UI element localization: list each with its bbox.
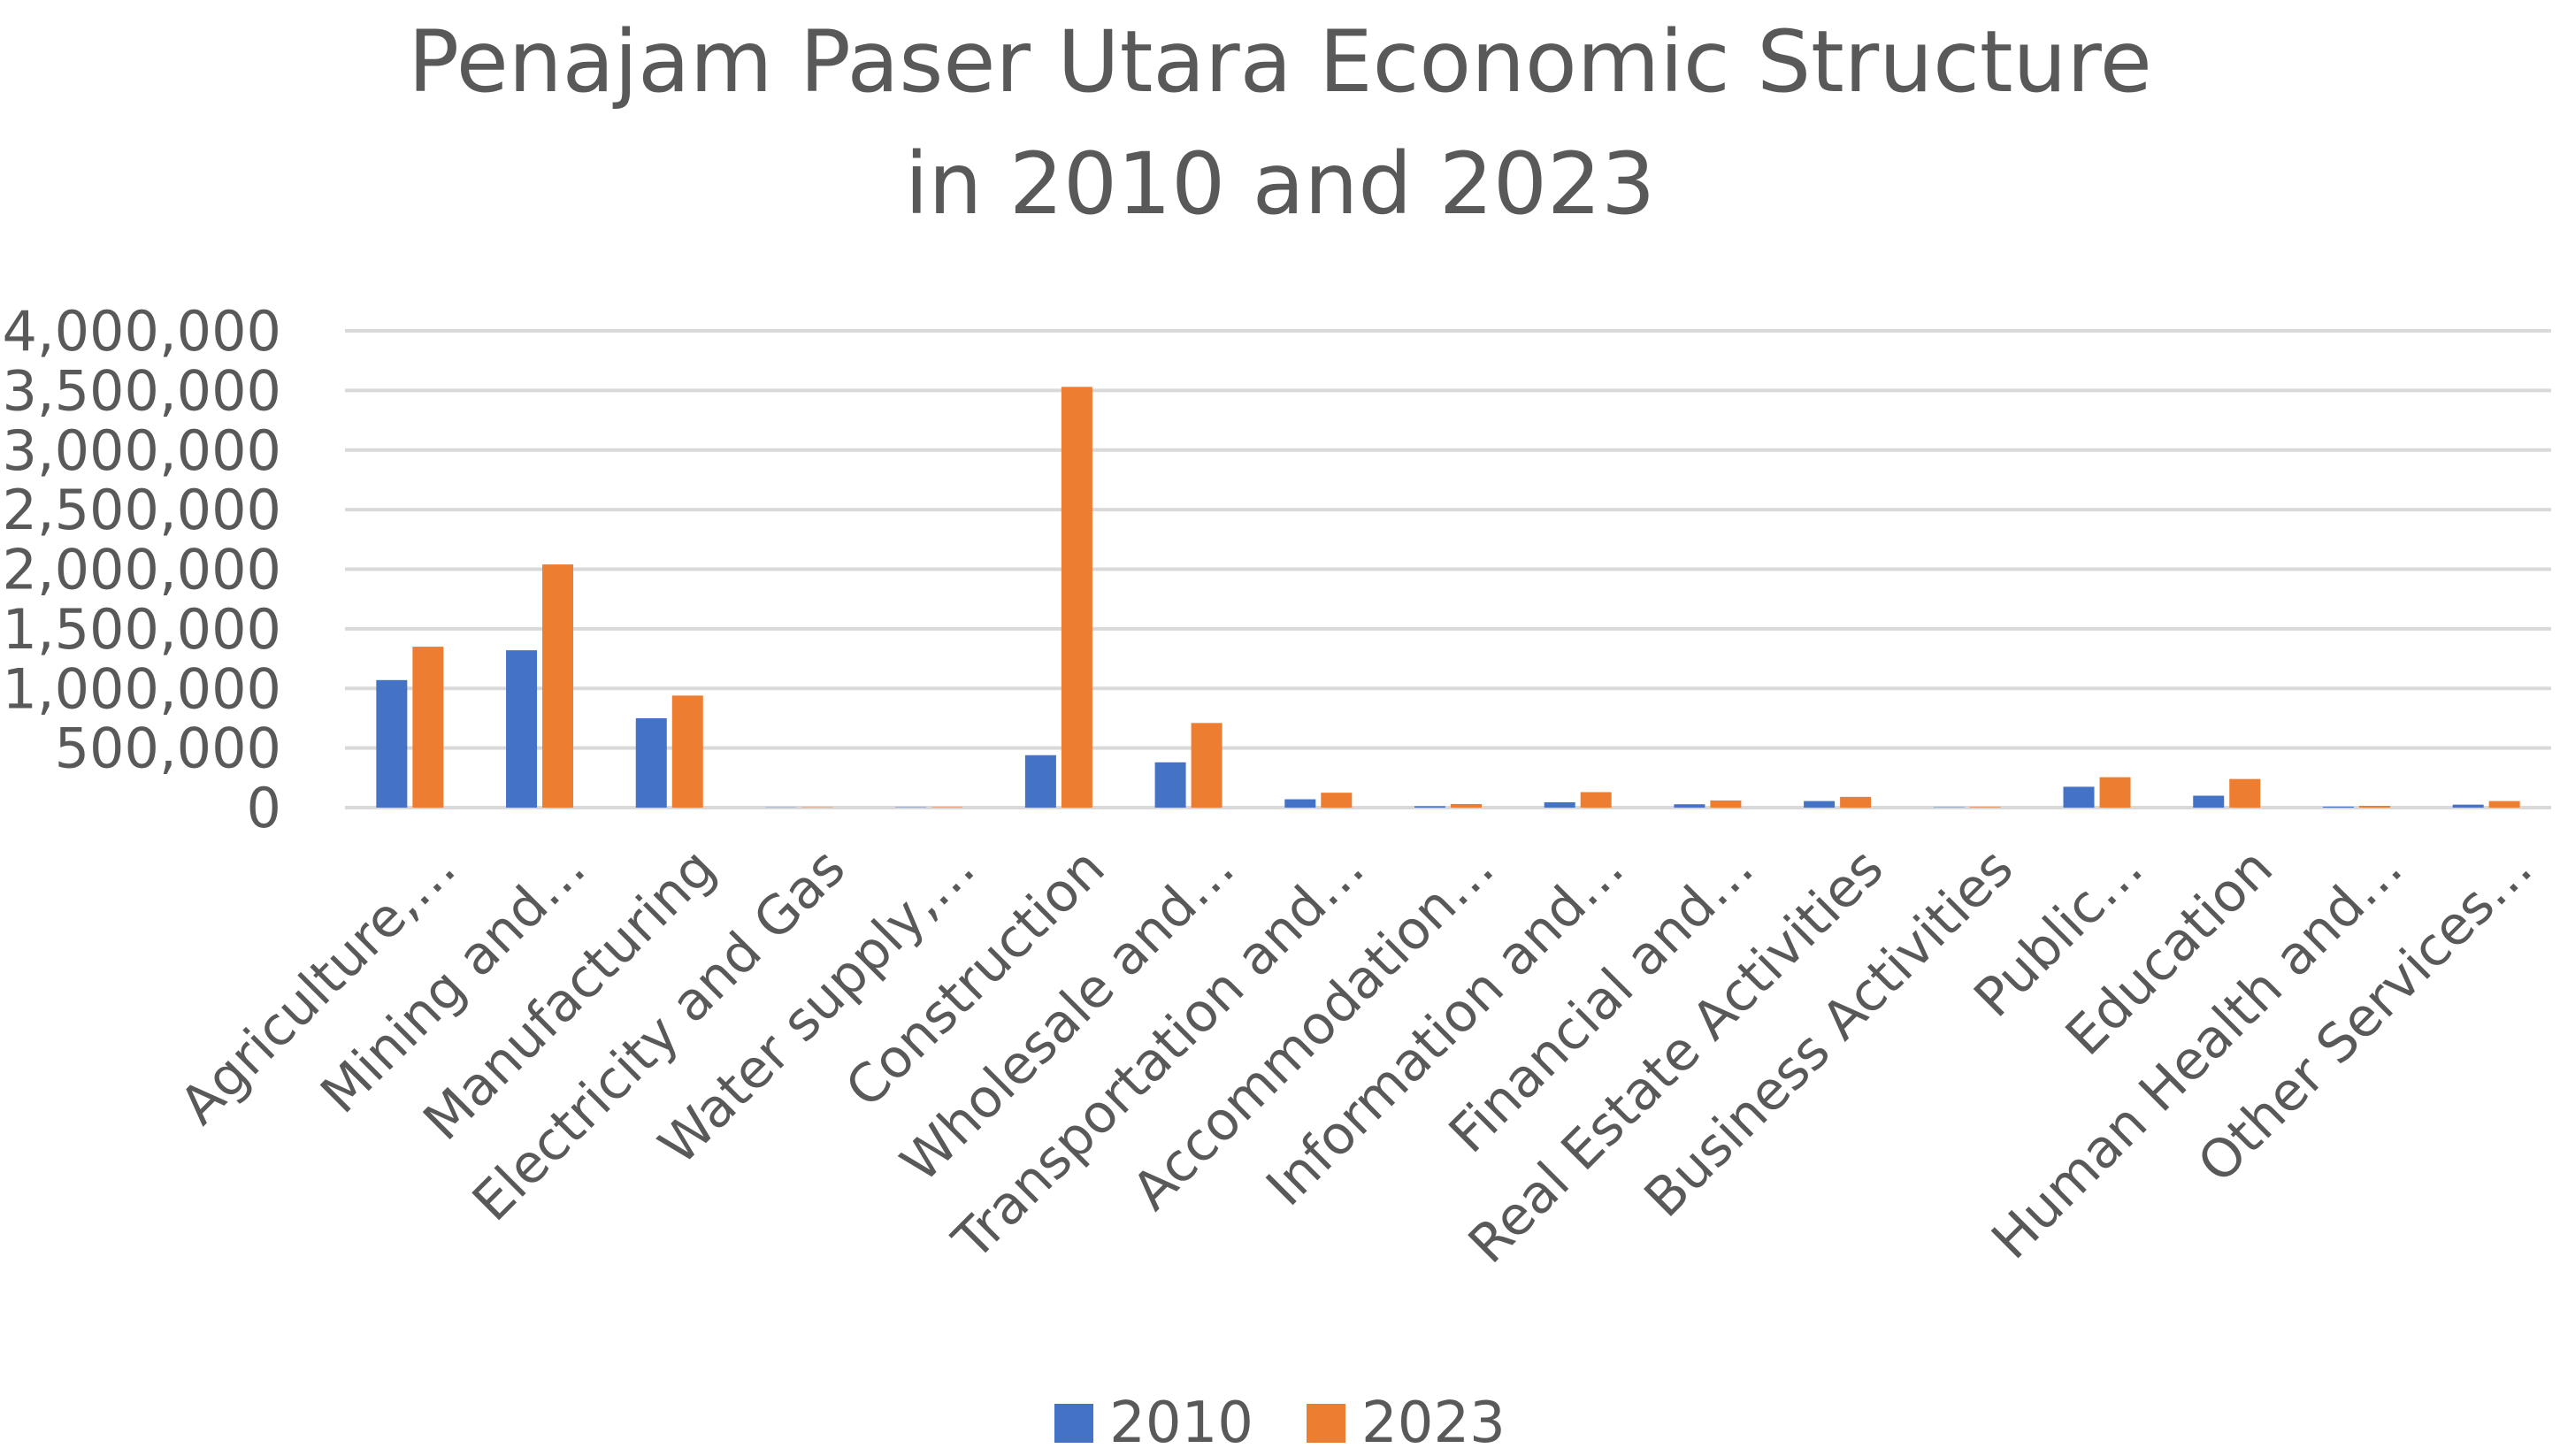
bar-2010-12 [1804, 801, 1835, 808]
bar-2023-10 [1581, 792, 1612, 808]
bar-2023-11 [1710, 801, 1741, 808]
y-tick-label: 0 [247, 776, 281, 840]
bar-2010-16 [2323, 807, 2354, 808]
bar-2010-2 [506, 650, 537, 808]
bar-2010-17 [2453, 805, 2484, 808]
bar-2023-3 [672, 695, 703, 808]
bar-2010-1 [376, 680, 407, 808]
bar-2023-12 [1840, 797, 1871, 808]
bar-2010-3 [636, 718, 667, 808]
bar-2010-14 [2064, 786, 2095, 808]
bar-2023-7 [1192, 723, 1223, 808]
bar-2010-11 [1674, 804, 1705, 808]
bar-2010-8 [1284, 800, 1315, 808]
bar-2023-5 [931, 807, 962, 808]
legend-item-2023: 2023 [1307, 1391, 1506, 1456]
y-tick-label: 3,000,000 [2, 418, 281, 483]
legend-label-2010: 2010 [1109, 1391, 1253, 1456]
legend: 2010 2023 [0, 1391, 2560, 1456]
bar-2010-10 [1544, 802, 1575, 808]
y-tick-label: 1,500,000 [2, 597, 281, 662]
bar-2023-16 [2359, 806, 2390, 808]
x-axis-tick-labels: Agriculture,…Mining and…ManufacturingEle… [168, 837, 2544, 1276]
bar-2023-17 [2489, 801, 2520, 808]
legend-item-2010: 2010 [1054, 1391, 1253, 1456]
y-tick-label: 4,000,000 [2, 299, 281, 364]
y-axis-tick-labels: 0500,0001,000,0001,500,0002,000,0002,500… [2, 299, 281, 840]
bar-2010-6 [1025, 755, 1056, 808]
legend-swatch-2010 [1054, 1404, 1093, 1443]
y-tick-label: 2,000,000 [2, 538, 281, 602]
bar-2023-15 [2229, 779, 2260, 808]
bar-2023-14 [2100, 778, 2131, 808]
legend-label-2023: 2023 [1361, 1391, 1506, 1456]
bar-2023-1 [412, 647, 443, 808]
bar-2023-6 [1062, 387, 1092, 808]
y-tick-label: 2,500,000 [2, 478, 281, 542]
y-tick-label: 1,000,000 [2, 656, 281, 721]
bar-2010-7 [1155, 762, 1186, 808]
bar-2023-2 [542, 564, 573, 808]
bar-2023-8 [1321, 793, 1352, 808]
y-tick-label: 500,000 [55, 717, 281, 781]
bar-2010-9 [1414, 806, 1445, 808]
legend-swatch-2023 [1307, 1404, 1345, 1443]
bar-2023-9 [1451, 804, 1482, 808]
bar-2023-13 [1970, 807, 2001, 808]
y-tick-label: 3,500,000 [2, 358, 281, 423]
bar-2010-15 [2193, 796, 2224, 808]
